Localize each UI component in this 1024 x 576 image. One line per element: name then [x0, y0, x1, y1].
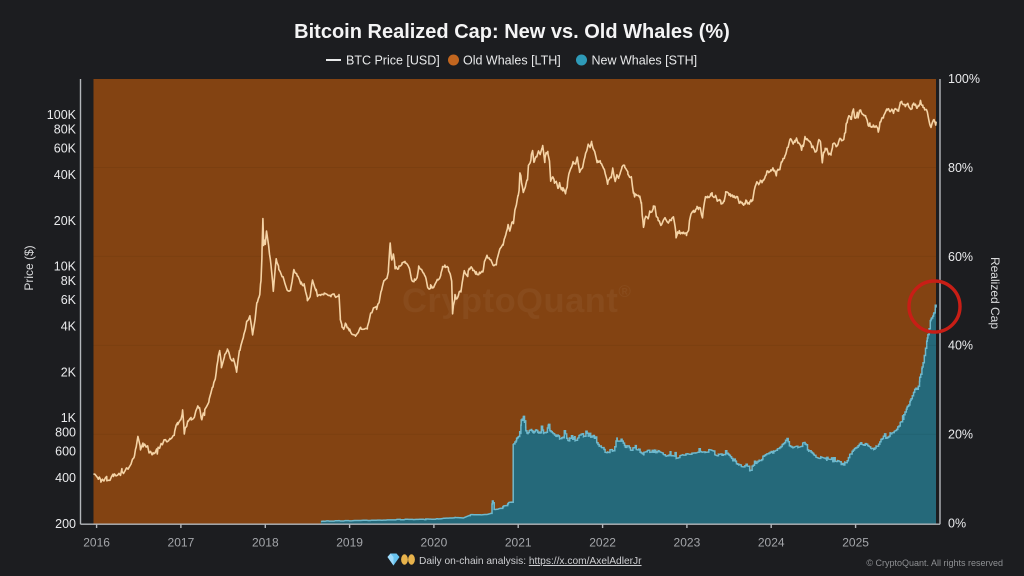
svg-text:40%: 40%: [948, 339, 973, 353]
svg-text:0%: 0%: [948, 517, 966, 531]
svg-text:4K: 4K: [61, 320, 77, 334]
svg-text:Bitcoin Realized Cap: New vs.: Bitcoin Realized Cap: New vs. Old Whales…: [294, 21, 730, 43]
svg-text:10K: 10K: [54, 259, 77, 273]
svg-text:BTC Price [USD]: BTC Price [USD]: [346, 54, 440, 68]
svg-text:2016: 2016: [83, 536, 110, 550]
svg-text:80%: 80%: [948, 161, 973, 175]
svg-text:100K: 100K: [47, 108, 77, 122]
svg-text:40K: 40K: [54, 168, 77, 182]
svg-text:Old Whales [LTH]: Old Whales [LTH]: [463, 54, 561, 68]
svg-text:600: 600: [55, 445, 76, 459]
svg-text:Price ($): Price ($): [22, 245, 36, 290]
svg-text:8K: 8K: [61, 274, 77, 288]
svg-text:20K: 20K: [54, 214, 77, 228]
svg-text:2025: 2025: [842, 536, 869, 550]
svg-text:400: 400: [55, 471, 76, 485]
svg-text:2021: 2021: [505, 536, 532, 550]
svg-text:1K: 1K: [61, 411, 77, 425]
svg-text:2019: 2019: [336, 536, 363, 550]
svg-text:100%: 100%: [948, 72, 980, 86]
svg-text:200: 200: [55, 517, 76, 531]
svg-text:Daily on-chain analysis: https: Daily on-chain analysis: https://x.com/A…: [419, 556, 642, 567]
svg-text:80K: 80K: [54, 123, 77, 137]
svg-text:CryptoQuant®: CryptoQuant®: [402, 282, 631, 320]
svg-text:20%: 20%: [948, 428, 973, 442]
svg-text:2017: 2017: [168, 536, 195, 550]
svg-text:2K: 2K: [61, 365, 77, 379]
svg-text:2020: 2020: [421, 536, 448, 550]
svg-text:800: 800: [55, 426, 76, 440]
svg-text:2023: 2023: [674, 536, 701, 550]
svg-text:New Whales [STH]: New Whales [STH]: [592, 54, 698, 68]
svg-text:Realized Cap: Realized Cap: [988, 257, 1002, 329]
svg-text:2022: 2022: [589, 536, 616, 550]
svg-text:6K: 6K: [61, 293, 77, 307]
svg-text:60%: 60%: [948, 250, 973, 264]
svg-text:2018: 2018: [252, 536, 279, 550]
svg-text:© CryptoQuant. All rights rese: © CryptoQuant. All rights reserved: [866, 558, 1003, 568]
svg-text:60K: 60K: [54, 142, 77, 156]
svg-text:2024: 2024: [758, 536, 785, 550]
